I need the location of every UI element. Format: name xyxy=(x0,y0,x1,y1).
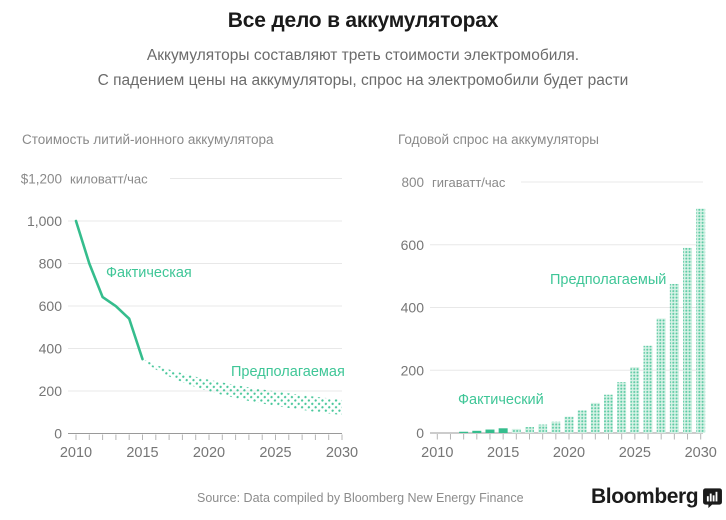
x-axis-labels: 2010 2015 2020 2025 2030 xyxy=(60,445,358,461)
bar-projected xyxy=(630,367,640,433)
bar-projected xyxy=(696,208,706,433)
series-label-actual: Фактическая xyxy=(106,265,192,281)
bar-projected xyxy=(564,416,574,433)
y-tick-label: 400 xyxy=(39,341,63,357)
bar-actual xyxy=(472,430,482,433)
unit-value-label: 800 xyxy=(401,175,424,190)
bar-actual xyxy=(498,428,508,433)
y-tick-label: 0 xyxy=(416,425,424,441)
bar-projected xyxy=(643,345,653,433)
bar-actual xyxy=(459,431,469,433)
x-tick-label: 2025 xyxy=(619,445,651,461)
bar-projected xyxy=(551,421,561,433)
bar-projected xyxy=(669,283,679,433)
bloomberg-logo: Bloomberg xyxy=(591,485,723,509)
x-tick-label: 2015 xyxy=(126,445,158,461)
bars-projected xyxy=(511,208,706,433)
bar-projected xyxy=(590,402,600,433)
y-axis-labels: 0 200 400 600 xyxy=(401,237,425,441)
bar-projected xyxy=(604,394,614,433)
gridlines xyxy=(68,178,342,392)
unit-label: киловатт/час xyxy=(70,172,148,187)
x-tick-label: 2025 xyxy=(259,445,291,461)
series-label-projected: Предполагаемый xyxy=(550,272,666,288)
x-tick-label: 2020 xyxy=(553,445,585,461)
bar-projected xyxy=(577,410,587,433)
y-tick-label: 600 xyxy=(401,237,425,253)
bar-projected xyxy=(617,382,627,433)
bar-projected xyxy=(538,424,548,433)
x-axis-ticks xyxy=(75,434,343,440)
bar-projected xyxy=(524,427,534,433)
subtitle-line-2: С падением цены на аккумуляторы, спрос н… xyxy=(97,72,629,89)
y-tick-label: 600 xyxy=(39,298,63,314)
unit-value-label: $1,200 xyxy=(21,172,62,187)
y-tick-label: 200 xyxy=(401,362,425,378)
bar-projected xyxy=(683,247,693,433)
y-tick-label: 0 xyxy=(54,426,62,442)
bar-projected xyxy=(656,318,666,433)
y-tick-label: 200 xyxy=(39,383,63,399)
x-axis-labels: 2010 2015 2020 2025 2030 xyxy=(421,445,717,461)
page-title: Все дело в аккумуляторах xyxy=(227,9,499,32)
x-tick-label: 2020 xyxy=(193,445,225,461)
x-tick-label: 2010 xyxy=(60,445,92,461)
x-tick-label: 2030 xyxy=(685,445,717,461)
unit-label: гигаватт/час xyxy=(432,175,506,190)
subtitle-line-1: Аккумуляторы составляют треть стоимости … xyxy=(146,47,580,64)
x-tick-label: 2030 xyxy=(326,445,358,461)
y-tick-label: 1,000 xyxy=(27,213,62,229)
actual-cost-line xyxy=(74,219,144,361)
battery-demand-bar-chart: 0 200 400 600 2010 2015 2020 2025 2030 800 гигават… xyxy=(401,175,717,461)
y-axis-labels: 0 200 400 600 800 1,000 xyxy=(27,213,62,442)
x-tick-label: 2010 xyxy=(421,445,453,461)
series-label-actual: Фактический xyxy=(458,392,544,408)
series-label-projected: Предполагаемая xyxy=(231,364,345,380)
battery-cost-chart-title: Стоимость литий-ионного аккумулятора xyxy=(22,132,274,147)
battery-demand-chart-title: Годовой спрос на аккумуляторы xyxy=(398,132,600,147)
y-tick-label: 800 xyxy=(39,256,63,272)
y-tick-label: 400 xyxy=(401,300,425,316)
bloomberg-logo-text: Bloomberg xyxy=(591,485,699,508)
bars-actual xyxy=(459,428,508,433)
source-note: Source: Data compiled by Bloomberg New E… xyxy=(197,491,524,505)
x-axis-ticks xyxy=(436,434,702,440)
projected-cost-band xyxy=(142,359,342,416)
bloomberg-bubble-chart-icon xyxy=(703,487,723,508)
bar-projected xyxy=(511,428,521,433)
bar-actual xyxy=(485,429,495,433)
x-tick-label: 2015 xyxy=(487,445,519,461)
battery-cost-line-chart: 0 200 400 600 800 1,000 2010 2015 2020 2025 2030 $1… xyxy=(21,172,358,462)
